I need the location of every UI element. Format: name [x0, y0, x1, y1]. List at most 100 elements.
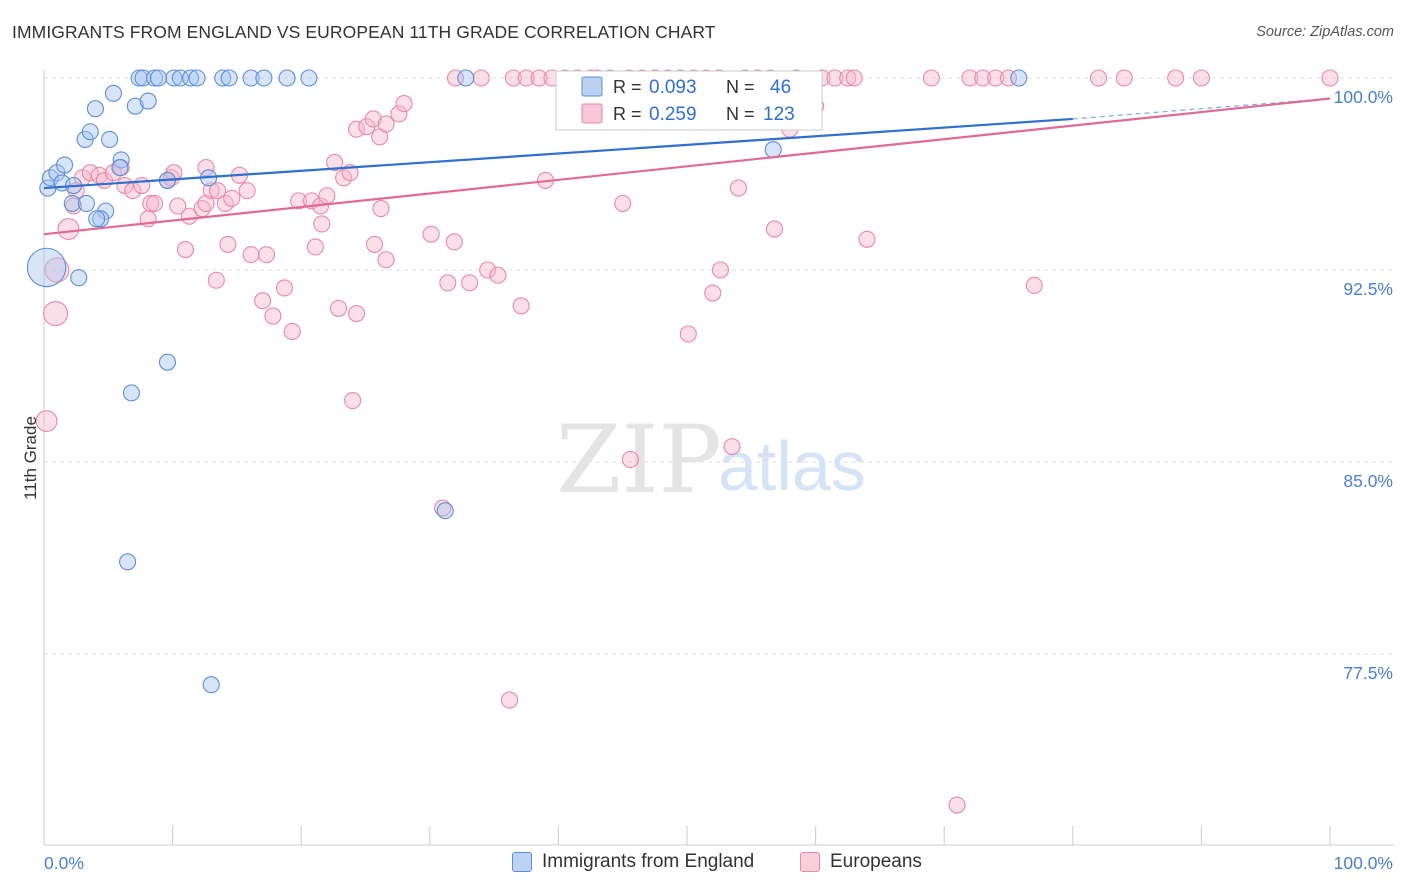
- europeans-point-118: [987, 69, 1005, 87]
- europeans-point-121: [1115, 69, 1133, 87]
- europeans-point-63: [422, 225, 440, 243]
- europeans-point-44: [306, 238, 324, 256]
- europeans-point-69: [512, 297, 530, 315]
- legend-swatch-europeans: [800, 852, 820, 872]
- england-point-4: [56, 156, 74, 174]
- england-point-32: [242, 69, 260, 87]
- england-trend-extension: [1072, 97, 1331, 120]
- england-point-44: [1010, 69, 1028, 87]
- europeans-point-21: [169, 197, 187, 215]
- europeans-point-124: [1321, 69, 1339, 87]
- europeans-point-74: [621, 450, 639, 468]
- europeans-point-78: [679, 325, 697, 343]
- england-point-25: [149, 69, 168, 87]
- europeans-point-0: [35, 410, 58, 432]
- legend-swatch-england: [512, 852, 532, 872]
- england-point-24: [146, 69, 164, 87]
- europeans-point-47: [326, 153, 344, 172]
- y-tick-label-1: 92.5%: [1343, 279, 1393, 299]
- legend-item-europeans[interactable]: Europeans: [800, 851, 922, 873]
- england-point-7: [63, 194, 81, 212]
- europeans-point-55: [390, 105, 408, 123]
- england-points: [26, 69, 1028, 694]
- europeans-point-58: [365, 235, 384, 253]
- england-point-45: [764, 141, 782, 159]
- england-point-28: [182, 69, 200, 87]
- europeans-point-120: [1089, 69, 1108, 87]
- england-point-38: [158, 353, 177, 371]
- europeans-point-52: [364, 110, 382, 128]
- legend-item-england[interactable]: Immigrants from England: [512, 851, 754, 873]
- europeans-point-3: [57, 218, 80, 240]
- stats-swatch-blue: [581, 76, 603, 97]
- europeans-point-39: [275, 279, 294, 297]
- watermark: ZIP atlas: [556, 406, 866, 515]
- legend-label-england: Immigrants from England: [542, 851, 755, 872]
- england-point-13: [88, 210, 106, 228]
- europeans-point-66: [461, 274, 479, 292]
- england-point-23: [134, 69, 152, 87]
- x-ticks: [43, 826, 1331, 845]
- europeans-point-122: [1167, 69, 1185, 87]
- england-point-43: [457, 69, 475, 87]
- stats-blue-r-label: R =: [613, 77, 642, 97]
- europeans-point-87: [948, 796, 966, 814]
- y-tick-label-0: 100.0%: [1334, 87, 1393, 107]
- stats-legend: R = 0.093 N = 46 R = 0.259 N = 123: [555, 70, 823, 131]
- x-tick-label-min: 0.0%: [44, 853, 84, 873]
- europeans-point-73: [614, 194, 632, 212]
- europeans-point-114: [845, 69, 863, 87]
- europeans-point-40: [283, 322, 301, 340]
- europeans-point-61: [347, 304, 366, 323]
- england-point-19: [111, 159, 129, 177]
- europeans-point-33: [207, 271, 225, 289]
- europeans-point-27: [202, 182, 220, 200]
- europeans-point-72: [500, 691, 519, 709]
- europeans-point-64: [439, 274, 457, 292]
- europeans-point-88: [446, 69, 465, 87]
- europeans-point-81: [723, 438, 741, 456]
- england-point-9: [81, 123, 99, 141]
- y-tick-label-2: 85.0%: [1343, 471, 1393, 491]
- england-point-29: [188, 69, 206, 87]
- europeans-point-46: [318, 187, 336, 205]
- stats-pink-r-label: R =: [613, 104, 642, 124]
- europeans-point-89: [472, 69, 490, 87]
- england-point-26: [165, 69, 183, 87]
- europeans-point-26: [197, 159, 215, 177]
- europeans-point-71: [434, 499, 452, 517]
- stats-swatch-pink: [581, 103, 603, 124]
- england-trend-line: [43, 117, 1073, 190]
- stats-pink-n-value: 123: [763, 104, 795, 125]
- stats-pink-r-value: 0.259: [649, 104, 697, 125]
- england-point-41: [202, 676, 220, 694]
- chart-title: IMMIGRANTS FROM ENGLAND VS EUROPEAN 11TH…: [12, 22, 716, 42]
- europeans-point-86: [1025, 276, 1043, 294]
- europeans-point-123: [1192, 69, 1210, 87]
- europeans-point-54: [377, 115, 395, 133]
- europeans-point-35: [242, 246, 260, 264]
- europeans-point-80: [729, 179, 747, 197]
- europeans-point-57: [372, 200, 390, 218]
- x-tick-label-max: 100.0%: [1334, 853, 1393, 873]
- england-point-39: [122, 384, 140, 402]
- europeans-point-92: [530, 69, 548, 87]
- europeans-point-79: [711, 261, 729, 279]
- europeans-point-34: [219, 235, 237, 253]
- europeans-point-82: [765, 220, 783, 238]
- europeans-point-45: [313, 215, 331, 233]
- england-point-40: [119, 553, 137, 571]
- europeans-point-16: [146, 194, 164, 212]
- europeans-point-85: [858, 230, 876, 248]
- y-tick-label-3: 77.5%: [1343, 663, 1393, 683]
- europeans-point-90: [504, 69, 522, 87]
- england-point-31: [220, 69, 238, 87]
- europeans-point-2: [43, 300, 69, 327]
- england-point-30: [214, 69, 232, 87]
- watermark-atlas: atlas: [718, 427, 866, 505]
- england-point-33: [255, 69, 273, 87]
- europeans-trend-line: [43, 97, 1331, 236]
- europeans-point-65: [445, 233, 463, 251]
- stats-blue-n-value: 46: [770, 77, 791, 98]
